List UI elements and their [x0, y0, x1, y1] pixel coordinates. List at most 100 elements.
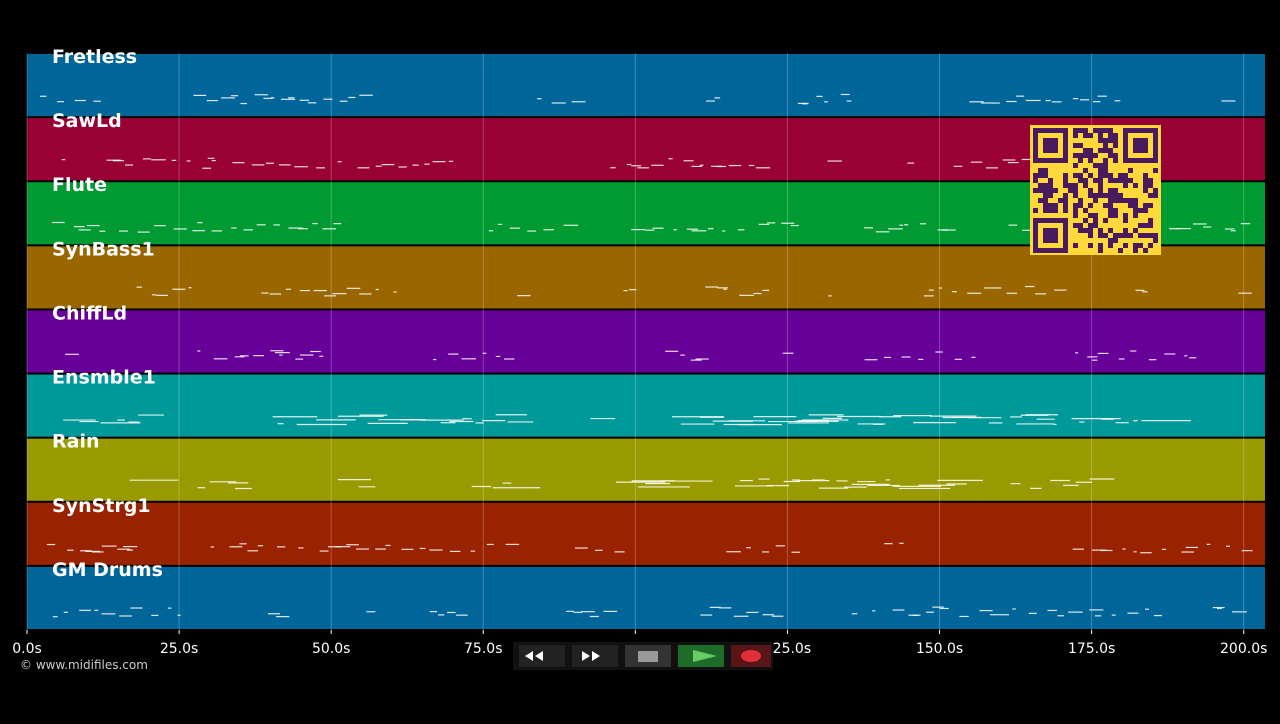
track-labels: Fretless SawLd Flute SynBass1 ChiffLd Ensmble…	[52, 46, 163, 581]
qr-module	[1068, 183, 1073, 188]
x-tick-label: 0.0s	[12, 641, 42, 657]
qr-module	[1053, 228, 1058, 233]
forward-button[interactable]	[572, 645, 618, 667]
qr-module	[1123, 233, 1128, 238]
rewind-button[interactable]	[519, 645, 565, 667]
track-lane	[27, 310, 1265, 373]
qr-module	[1153, 148, 1158, 153]
qr-module	[1053, 248, 1058, 253]
qr-module	[1053, 203, 1058, 208]
play-button[interactable]	[678, 645, 724, 667]
qr-module	[1143, 148, 1148, 153]
qr-module	[1143, 173, 1148, 178]
qr-module	[1118, 193, 1123, 198]
qr-module	[1033, 173, 1038, 178]
qr-module	[1148, 203, 1153, 208]
qr-module	[1123, 173, 1128, 178]
qr-module	[1108, 133, 1113, 138]
qr-module	[1108, 228, 1113, 233]
qr-module	[1108, 128, 1113, 133]
record-button[interactable]	[731, 645, 771, 667]
qr-module	[1083, 218, 1088, 223]
qr-module	[1083, 148, 1088, 153]
qr-module	[1048, 128, 1053, 133]
qr-module	[1063, 243, 1068, 248]
qr-module	[1133, 158, 1138, 163]
qr-module	[1063, 228, 1068, 233]
qr-module	[1088, 213, 1093, 218]
qr-module	[1093, 198, 1098, 203]
qr-code	[1030, 125, 1161, 255]
qr-module	[1113, 198, 1118, 203]
qr-module	[1063, 203, 1068, 208]
qr-module	[1143, 183, 1148, 188]
qr-module	[1088, 193, 1093, 198]
qr-module	[1108, 153, 1113, 158]
qr-module	[1043, 158, 1048, 163]
qr-module	[1123, 148, 1128, 153]
qr-module	[1113, 188, 1118, 193]
qr-module	[1108, 243, 1113, 248]
qr-module	[1143, 143, 1148, 148]
qr-module	[1148, 243, 1153, 248]
qr-module	[1103, 168, 1108, 173]
qr-module	[1073, 163, 1078, 168]
qr-module	[1033, 188, 1038, 193]
qr-module	[1063, 193, 1068, 198]
qr-module	[1098, 148, 1103, 153]
qr-module	[1048, 148, 1053, 153]
qr-module	[1088, 228, 1093, 233]
qr-module	[1043, 183, 1048, 188]
qr-module	[1113, 238, 1118, 243]
qr-module	[1123, 228, 1128, 233]
qr-module	[1043, 208, 1048, 213]
qr-module	[1063, 218, 1068, 223]
qr-module	[1078, 223, 1083, 228]
qr-module	[1063, 198, 1068, 203]
qr-pattern	[1033, 128, 1158, 253]
qr-module	[1128, 203, 1133, 208]
qr-module	[1043, 238, 1048, 243]
x-tick-label: 175.0s	[1068, 641, 1115, 657]
stop-button[interactable]	[625, 645, 671, 667]
qr-module	[1138, 208, 1143, 213]
qr-module	[1123, 218, 1128, 223]
transport	[513, 642, 773, 670]
qr-module	[1088, 223, 1093, 228]
qr-module	[1123, 143, 1128, 148]
qr-module	[1038, 168, 1043, 173]
qr-module	[1033, 238, 1038, 243]
qr-module	[1033, 208, 1038, 213]
qr-module	[1108, 138, 1113, 143]
qr-module	[1033, 248, 1038, 253]
qr-module	[1063, 208, 1068, 213]
qr-module	[1153, 158, 1158, 163]
qr-module	[1053, 238, 1058, 243]
qr-module	[1148, 193, 1153, 198]
qr-module	[1123, 213, 1128, 218]
qr-module	[1048, 178, 1053, 183]
qr-module	[1033, 138, 1038, 143]
qr-module	[1043, 228, 1048, 233]
qr-module	[1113, 143, 1118, 148]
qr-module	[1073, 153, 1078, 158]
qr-module	[1098, 243, 1103, 248]
qr-module	[1048, 188, 1053, 193]
qr-module	[1128, 128, 1133, 133]
qr-module	[1073, 243, 1078, 248]
qr-module	[1103, 158, 1108, 163]
qr-module	[1098, 138, 1103, 143]
track-name: Flute	[52, 174, 107, 196]
qr-module	[1098, 163, 1103, 168]
qr-module	[1098, 233, 1103, 238]
track-lane	[27, 502, 1265, 565]
qr-module	[1148, 233, 1153, 238]
qr-module	[1103, 148, 1108, 153]
qr-module	[1048, 203, 1053, 208]
qr-module	[1128, 178, 1133, 183]
qr-module	[1148, 128, 1153, 133]
qr-module	[1133, 183, 1138, 188]
qr-module	[1108, 188, 1113, 193]
qr-module	[1103, 203, 1108, 208]
